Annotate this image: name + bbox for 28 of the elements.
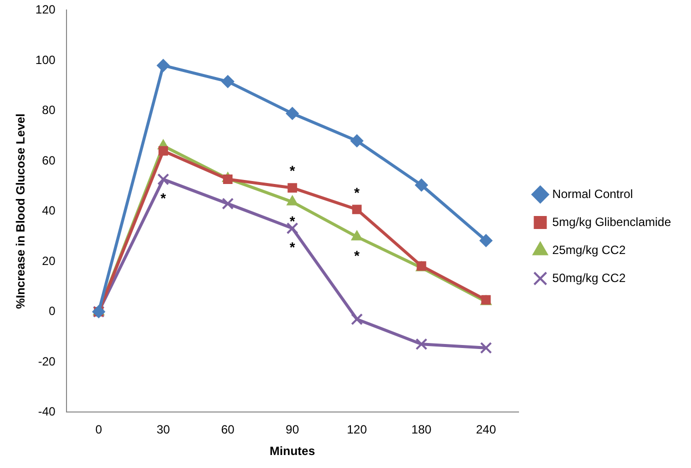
y-tick-label: 40	[42, 204, 56, 218]
legend-label: 5mg/kg Glibenclamide	[552, 214, 672, 229]
x-tick-label: 60	[221, 422, 235, 437]
x-tick-label: 120	[346, 422, 368, 437]
x-tick-label: 180	[411, 422, 432, 437]
y-tick-label: -40	[38, 404, 56, 419]
legend-label: 25mg/kg CC2	[552, 242, 626, 257]
annotation: *	[354, 184, 360, 200]
annotation: *	[354, 248, 360, 264]
annotation: *	[160, 190, 167, 206]
annotation: *	[290, 239, 296, 256]
y-tick-label: 20	[42, 254, 56, 268]
y-axis-title: %Increase in Blood Glucose Level	[14, 113, 28, 309]
y-tick-label: 80	[42, 103, 56, 118]
y-tick-label: -20	[38, 354, 56, 368]
y-tick-label: 100	[35, 52, 56, 67]
legend-label: Normal Control	[552, 186, 633, 201]
x-tick-label: 240	[476, 422, 496, 437]
y-tick-label: 60	[42, 153, 56, 168]
legend-label: 50mg/kg CC2	[552, 270, 626, 285]
x-tick-label: 90	[286, 422, 300, 437]
annotation: *	[290, 212, 296, 229]
x-tick-label: 0	[95, 422, 102, 437]
annotation: *	[290, 162, 296, 179]
y-tick-label: 0	[48, 304, 56, 318]
x-axis-title: Minutes	[270, 444, 316, 458]
x-tick-label: 30	[156, 422, 170, 437]
y-tick-label: 120	[35, 2, 56, 17]
